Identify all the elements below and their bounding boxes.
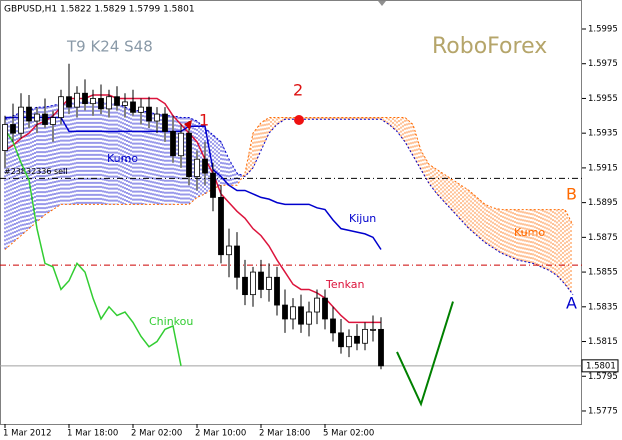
- series-label: Tenkan: [325, 278, 365, 291]
- signal-arrow: [184, 120, 192, 130]
- candle-body: [370, 328, 376, 331]
- candle-body: [250, 271, 256, 296]
- candle-body: [178, 132, 184, 157]
- indicator-settings: T9 K24 S48: [66, 38, 153, 56]
- plot-frame: [0, 0, 582, 425]
- candle-body: [2, 124, 8, 151]
- candle-body: [226, 245, 232, 256]
- candle-body: [266, 276, 272, 290]
- span-label: A: [566, 294, 577, 313]
- candle-body: [130, 101, 136, 113]
- candle-body: [234, 245, 240, 278]
- candle-body: [346, 335, 352, 348]
- candle-body: [362, 328, 368, 344]
- cloud-span: [4, 117, 574, 250]
- candle-body: [170, 131, 176, 157]
- y-tick-label: 1.5995: [588, 24, 618, 34]
- annotation: 1: [199, 111, 209, 130]
- candle-body: [274, 276, 280, 306]
- candle-body: [330, 318, 336, 334]
- candle-body: [58, 96, 64, 118]
- annotation: Kumo: [514, 226, 545, 239]
- candle-body: [290, 306, 296, 320]
- candle-body: [66, 96, 72, 108]
- level-label: #23832336 sell: [4, 167, 68, 176]
- signal-dot: [294, 115, 304, 125]
- x-tick-label: 1 Mar 2012: [3, 429, 51, 439]
- candle-body: [50, 117, 56, 125]
- cloud-label: Kumo: [107, 152, 138, 165]
- y-tick-label: 1.5895: [588, 198, 618, 208]
- y-tick-label: 1.5915: [588, 163, 618, 173]
- candle-body: [18, 106, 24, 134]
- candle-body: [306, 311, 312, 325]
- candle-body: [26, 106, 32, 122]
- y-tick-label: 1.5795: [588, 372, 618, 382]
- y-tick-label: 1.5815: [588, 337, 618, 347]
- y-tick-label: 1.5855: [588, 268, 618, 278]
- scroll-marker: [378, 1, 386, 6]
- y-tick-label: 1.5835: [588, 302, 618, 312]
- candle-body: [242, 276, 248, 296]
- candle-body: [138, 106, 144, 113]
- y-tick-label: 1.5955: [588, 94, 618, 104]
- candle-body: [114, 96, 120, 106]
- x-tick-label: 5 Mar 02:00: [323, 429, 374, 439]
- series-label: Chinkou: [149, 315, 193, 328]
- y-tick-label: 1.5975: [588, 59, 618, 69]
- annotation: 2: [293, 81, 303, 100]
- series-label: Kijun: [349, 212, 376, 225]
- candle-body: [74, 92, 80, 108]
- candle-body: [378, 328, 384, 367]
- candle-body: [282, 304, 288, 320]
- candle-body: [162, 113, 168, 132]
- current-price-box: [581, 359, 619, 373]
- candle-body: [338, 332, 344, 348]
- y-tick-label: 1.5875: [588, 233, 618, 243]
- candle-body: [218, 197, 224, 256]
- candle-body: [82, 92, 88, 105]
- candle-body: [322, 297, 328, 320]
- candle-body: [122, 101, 128, 106]
- candle-body: [354, 335, 360, 344]
- current-price-label: 1.5801: [586, 361, 616, 371]
- indicator-line: [4, 129, 182, 366]
- x-tick-label: 2 Mar 10:00: [195, 429, 246, 439]
- forecast-line: [396, 301, 454, 407]
- y-tick-label: 1.5935: [588, 129, 618, 139]
- span-label: B: [566, 185, 577, 204]
- candle-body: [98, 98, 104, 110]
- y-tick-label: 1.5775: [588, 406, 618, 416]
- x-tick-label: 1 Mar 18:00: [67, 429, 118, 439]
- candle-body: [258, 271, 264, 290]
- candle-body: [106, 96, 112, 110]
- candle-body: [210, 172, 216, 198]
- candle-body: [42, 113, 48, 125]
- candle-body: [154, 113, 160, 122]
- candle-body: [202, 158, 208, 174]
- watermark: RoboForex: [432, 34, 547, 59]
- indicator-line: [5, 116, 382, 250]
- candle-body: [34, 113, 40, 122]
- candle-body: [186, 132, 192, 177]
- x-tick-label: 2 Mar 18:00: [259, 429, 310, 439]
- x-tick-label: 2 Mar 02:00: [131, 429, 182, 439]
- candle-body: [10, 124, 16, 134]
- candle-body: [90, 98, 96, 105]
- candle-body: [194, 158, 200, 177]
- candle-body: [314, 297, 320, 313]
- candle-body: [146, 106, 152, 122]
- symbol-header: GBPUSD,H1 1.5822 1.5829 1.5799 1.5801: [4, 5, 195, 15]
- candle-body: [298, 306, 304, 325]
